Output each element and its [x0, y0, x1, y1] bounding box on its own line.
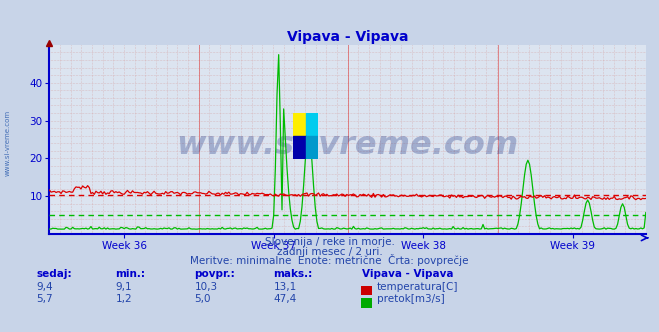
Text: zadnji mesec / 2 uri.: zadnji mesec / 2 uri. [277, 247, 382, 257]
Text: 5,7: 5,7 [36, 294, 53, 304]
Text: Vipava - Vipava: Vipava - Vipava [362, 269, 454, 279]
Text: www.si-vreme.com: www.si-vreme.com [177, 129, 519, 161]
Text: temperatura[C]: temperatura[C] [377, 282, 459, 292]
Bar [306, 136, 318, 159]
Text: Meritve: minimalne  Enote: metrične  Črta: povprečje: Meritve: minimalne Enote: metrične Črta:… [190, 254, 469, 266]
Text: 1,2: 1,2 [115, 294, 132, 304]
Text: 47,4: 47,4 [273, 294, 297, 304]
Text: 9,1: 9,1 [115, 282, 132, 292]
Text: maks.:: maks.: [273, 269, 313, 279]
Text: sedaj:: sedaj: [36, 269, 72, 279]
Text: min.:: min.: [115, 269, 146, 279]
Text: povpr.:: povpr.: [194, 269, 235, 279]
Text: 10,3: 10,3 [194, 282, 217, 292]
Bar [293, 113, 306, 136]
Text: Slovenija / reke in morje.: Slovenija / reke in morje. [264, 237, 395, 247]
Bar [293, 136, 306, 159]
Text: pretok[m3/s]: pretok[m3/s] [377, 294, 445, 304]
Title: Vipava - Vipava: Vipava - Vipava [287, 30, 409, 43]
Text: www.si-vreme.com: www.si-vreme.com [5, 110, 11, 176]
Text: 9,4: 9,4 [36, 282, 53, 292]
Text: 13,1: 13,1 [273, 282, 297, 292]
Text: 5,0: 5,0 [194, 294, 211, 304]
Bar [306, 113, 318, 136]
